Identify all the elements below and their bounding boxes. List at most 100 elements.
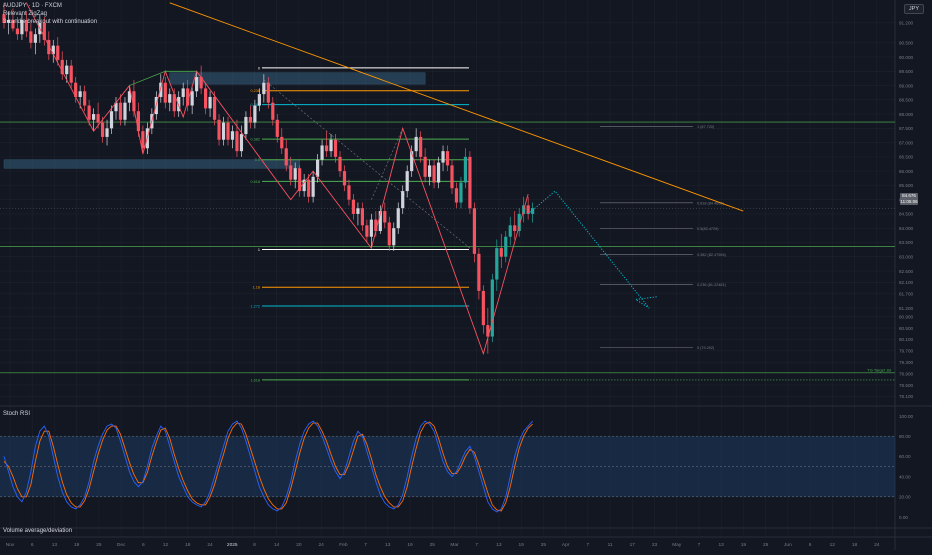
candle-body (262, 82, 266, 95)
candle-body (217, 119, 221, 140)
candle-body (127, 91, 132, 103)
candle-body (356, 208, 360, 214)
fib-right-label: 0.618 (84.4698) (697, 201, 725, 205)
y-tick-label: 90.000 (899, 55, 913, 60)
candle-body (20, 19, 24, 35)
candle-body (432, 165, 436, 183)
y-tick-label: 81.200 (899, 306, 913, 311)
projection-path (527, 190, 659, 309)
candle-body (83, 91, 87, 106)
rsi-k-line (3, 420, 533, 513)
candle-body (513, 225, 517, 232)
candle-body (414, 136, 418, 152)
candle-body (441, 151, 445, 163)
x-tick-label: 23 (652, 542, 658, 548)
stoch-rsi-title[interactable]: Stoch RSI (3, 411, 31, 417)
countdown: 11:05:06 (900, 199, 918, 204)
candle-body (445, 151, 450, 166)
candle-body (141, 131, 145, 149)
candle-body (257, 94, 261, 106)
candle-body (87, 105, 91, 120)
candle-body (100, 122, 105, 137)
candle-body (172, 94, 176, 112)
x-tick-label: Apr (562, 542, 570, 548)
x-tick-label: 13 (385, 542, 391, 548)
candle-body (15, 28, 20, 35)
candle-body (311, 176, 315, 197)
y-tick-label: 81.700 (899, 292, 913, 297)
candle-body (163, 82, 167, 103)
candle-body (24, 19, 28, 32)
rsi-tick-label: 100.00 (899, 414, 913, 419)
candle-body (347, 185, 351, 200)
x-tick-label: Nov (6, 542, 15, 548)
candle-body (378, 211, 382, 232)
y-tick-label: 89.000 (899, 83, 913, 88)
rsi-tick-label: 0.00 (899, 515, 908, 520)
candle-body (65, 65, 69, 75)
candle-body (226, 122, 230, 140)
candle-body (459, 182, 463, 203)
x-tick-label: 25 (430, 542, 436, 548)
x-tick-label: 18 (185, 542, 191, 548)
x-tick-label: 19 (519, 542, 525, 548)
zigzag-legend[interactable]: Relevant ZigZag (3, 11, 48, 17)
y-tick-label: 79.700 (899, 349, 913, 354)
y-tick-label: 84.000 (899, 226, 913, 231)
volume-pane-title[interactable]: Volume average/deviation (3, 528, 73, 534)
candle-body (51, 45, 55, 55)
y-tick-label: 80.500 (899, 326, 913, 331)
candle-body (60, 59, 64, 75)
x-tick-label: 13 (496, 542, 502, 548)
guide-line (371, 128, 403, 200)
candle-body (114, 102, 118, 112)
x-tick-label: 24 (207, 542, 213, 548)
candle-body (316, 159, 320, 177)
x-tick-label: 14 (274, 542, 280, 548)
candle-body (526, 205, 530, 214)
y-tick-label: 90.500 (899, 41, 913, 46)
x-tick-label: 12 (830, 542, 836, 548)
candle-body (329, 139, 333, 152)
candle-body (208, 96, 212, 109)
x-tick-label: 18 (852, 542, 858, 548)
candle-body (428, 165, 432, 177)
fib-label: 0.382 (250, 103, 260, 107)
candle-body (481, 290, 485, 326)
candle-body (29, 31, 33, 43)
x-tick-label: 19 (407, 542, 413, 548)
candle-body (253, 105, 257, 123)
y-tick-label: 78.500 (899, 383, 913, 388)
candle-body (472, 208, 476, 254)
candle-body (11, 19, 15, 29)
candle-body (69, 65, 73, 83)
x-tick-label: Feb (339, 542, 348, 548)
candle-body (248, 116, 252, 123)
candle-body (504, 236, 508, 257)
breakout-legend[interactable]: 3 candle breakout with continuation (3, 19, 98, 25)
trendline (169, 2, 744, 212)
candle-body (419, 136, 423, 157)
candle-body (109, 111, 114, 129)
candle-body (132, 91, 136, 112)
fib-right-label: 1 (87.720) (697, 125, 715, 129)
candle-body (360, 208, 364, 226)
candle-body (369, 219, 373, 237)
symbol-legend[interactable]: AUDJPY · 1D · FXCM (3, 3, 62, 9)
candle-body (47, 39, 51, 55)
candle-body (499, 248, 503, 257)
zigzag-secondary (129, 70, 197, 86)
candle-body (280, 136, 284, 149)
fib-label: 0.382 (250, 138, 260, 142)
candle-body (230, 131, 235, 140)
candle-body (159, 82, 163, 97)
candle-body (289, 165, 293, 180)
x-tick-label: May (672, 542, 682, 548)
candle-body (338, 156, 342, 172)
candle-body (195, 77, 199, 92)
candle-body (531, 208, 535, 214)
currency-badge[interactable]: JPY (903, 4, 924, 14)
y-tick-label: 88.500 (899, 98, 913, 103)
